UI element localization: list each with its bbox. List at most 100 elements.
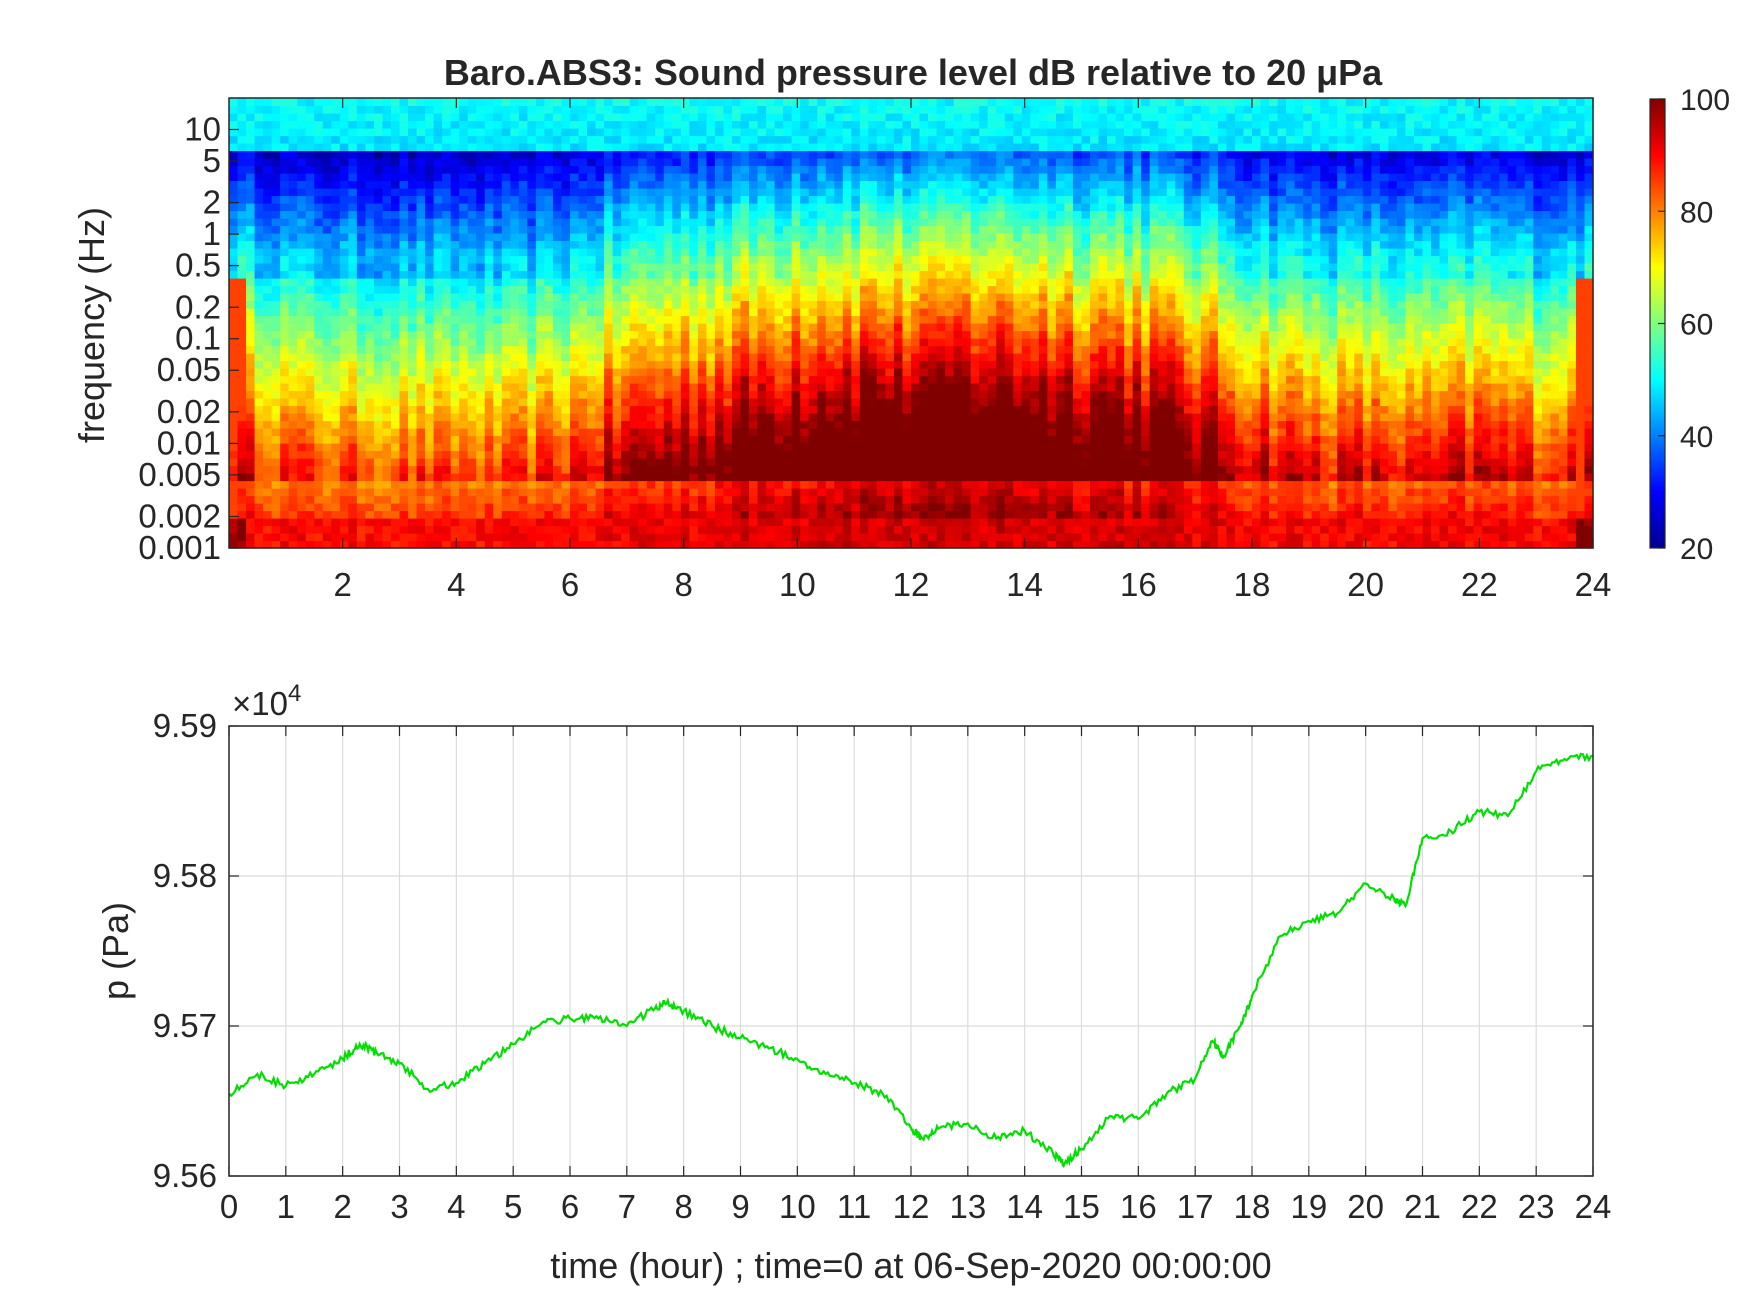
heatmap-cell: [868, 278, 878, 287]
heatmap-cell: [757, 188, 767, 197]
heatmap-cell: [714, 173, 725, 182]
heatmap-cell: [510, 300, 520, 309]
heatmap-cell: [791, 285, 801, 294]
heatmap-cell: [382, 533, 392, 542]
heatmap-cell: [356, 450, 367, 459]
heatmap-cell: [621, 98, 631, 107]
heatmap-cell: [740, 158, 750, 167]
heatmap-cell: [714, 368, 725, 377]
heatmap-cell: [911, 480, 921, 489]
heatmap-cell: [535, 435, 546, 444]
heatmap-cell: [876, 248, 887, 257]
heatmap-cell: [382, 120, 392, 129]
spectrogram-panel: Baro.ABS3: Sound pressure level dB relat…: [71, 52, 1611, 603]
heatmap-cell: [408, 225, 418, 234]
heatmap-cell: [749, 398, 759, 407]
heatmap-cell: [552, 233, 563, 242]
heatmap-cell: [919, 383, 929, 392]
heatmap-cell: [868, 473, 878, 482]
heatmap-cell: [433, 495, 443, 504]
heatmap-cell: [800, 323, 810, 332]
heatmap-cell: [416, 180, 426, 189]
heatmap-cell: [518, 390, 528, 399]
heatmap-cell: [663, 210, 673, 219]
heatmap-cell: [936, 480, 946, 489]
heatmap-cell: [851, 120, 861, 129]
heatmap-cell: [893, 98, 904, 107]
heatmap-cell: [621, 255, 631, 264]
heatmap-cell: [339, 375, 349, 384]
heatmap-cell: [561, 180, 571, 189]
heatmap-cell: [356, 390, 367, 399]
heatmap-cell: [476, 540, 486, 549]
heatmap-cell: [484, 308, 494, 317]
heatmap-cell: [305, 135, 315, 144]
heatmap-cell: [297, 465, 307, 474]
heatmap-cell: [928, 375, 938, 384]
heatmap-cell: [578, 465, 588, 474]
heatmap-cell: [450, 480, 460, 489]
heatmap-cell: [595, 285, 605, 294]
heatmap-cell: [714, 360, 725, 369]
heatmap-cell: [783, 473, 793, 482]
heatmap-cell: [484, 233, 494, 242]
heatmap-cell: [501, 225, 511, 234]
heatmap-cell: [774, 113, 784, 122]
heatmap-cell: [876, 420, 887, 429]
heatmap-cell: [902, 390, 912, 399]
heatmap-cell: [595, 338, 605, 347]
heatmap-cell: [919, 143, 929, 152]
heatmap-cell: [723, 375, 733, 384]
heatmap-cell: [459, 353, 469, 362]
heatmap-cell: [859, 383, 869, 392]
heatmap-cell: [416, 300, 426, 309]
heatmap-cell: [655, 248, 665, 257]
heatmap-cell: [254, 323, 264, 332]
heatmap-cell: [928, 450, 938, 459]
heatmap-cell: [331, 345, 341, 354]
heatmap-cell: [544, 525, 554, 534]
heatmap-cell: [280, 135, 290, 144]
heatmap-cell: [672, 405, 682, 414]
heatmap-cell: [450, 203, 460, 212]
heatmap-cell: [518, 345, 528, 354]
heatmap-cell: [808, 428, 818, 437]
heatmap-cell: [271, 150, 281, 159]
heatmap-cell: [322, 503, 332, 512]
heatmap-cell: [791, 120, 801, 129]
heatmap-cell: [911, 368, 921, 377]
heatmap-cell: [587, 135, 597, 144]
heatmap-cell: [723, 518, 733, 527]
heatmap-cell: [237, 488, 247, 497]
heatmap-cell: [246, 270, 256, 279]
heatmap-cell: [578, 143, 588, 152]
heatmap-cell: [723, 165, 733, 174]
heatmap-cell: [288, 473, 298, 482]
heatmap-cell: [535, 143, 546, 152]
heatmap-cell: [544, 480, 554, 489]
heatmap-cell: [373, 98, 384, 107]
heatmap-cell: [902, 338, 912, 347]
heatmap-cell: [339, 248, 349, 257]
heatmap-cell: [817, 105, 827, 114]
heatmap-cell: [595, 353, 605, 362]
heatmap-cell: [911, 285, 921, 294]
heatmap-cell: [595, 420, 605, 429]
heatmap-cell: [459, 420, 469, 429]
heatmap-cell: [766, 203, 776, 212]
heatmap-cell: [314, 473, 324, 482]
heatmap-cell: [450, 120, 460, 129]
heatmap-cell: [237, 158, 247, 167]
heatmap-cell: [356, 150, 367, 159]
heatmap-cell: [229, 413, 239, 422]
heatmap-cell: [476, 398, 486, 407]
heatmap-cell: [527, 233, 537, 242]
heatmap-cell: [800, 248, 810, 257]
heatmap-cell: [859, 113, 869, 122]
heatmap-cell: [433, 278, 443, 287]
heatmap-cell: [408, 98, 418, 107]
heatmap-cell: [689, 420, 699, 429]
heatmap-cell: [885, 360, 895, 369]
heatmap-cell: [280, 495, 290, 504]
heatmap-cell: [817, 480, 827, 489]
